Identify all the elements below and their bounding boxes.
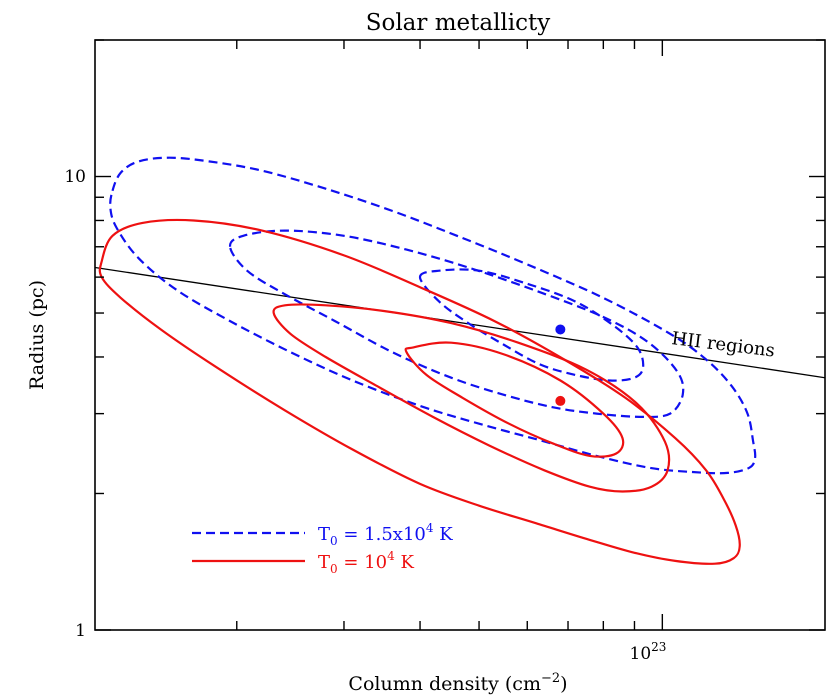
blue-contour-1 [109,156,757,475]
legend-red-text: = 10 [338,552,387,573]
y-axis-label: Radius (pc) [26,280,48,390]
legend-red-sub: 0 [330,562,338,576]
legend-label-red: T0 = 104 K [318,549,414,576]
blue-best-fit-point [555,324,566,335]
y-tick-label-10: 10 [64,167,86,187]
legend-red-unit: K [395,552,415,573]
plot-area [95,156,825,565]
plot-frame [94,39,826,631]
legend-label-blue: T0 = 1.5x104 K [318,521,453,548]
blue-contour-3 [418,268,645,382]
legend-blue-text: = 1.5x10 [338,524,426,545]
chart-title: Solar metallicty [366,10,551,36]
red-contour-2 [272,303,671,493]
x-tick-mantissa: 10 [630,644,652,664]
legend-blue-t: T [318,524,330,545]
legend-red-t: T [318,552,330,573]
y-tick-label-1: 1 [75,621,86,641]
x-axis-label-text: Column density (cm [348,673,541,695]
legend-blue-exp: 4 [426,521,434,535]
red-best-fit-point [555,395,566,406]
legend: T0 = 1.5x104 K T0 = 104 K [192,521,453,576]
legend-red-exp: 4 [387,549,395,563]
x-tick-exponent: 23 [651,640,666,654]
hii-regions-line [95,266,825,379]
x-axis-label-exponent: −2 [541,671,560,686]
legend-blue-sub: 0 [330,534,338,548]
legend-blue-unit: K [434,524,454,545]
axis-ticks [95,39,825,631]
x-axis-label-close: ) [560,673,567,695]
blue-contour-2 [228,229,685,419]
red-contour-3 [404,341,625,458]
red-contour-1 [98,218,741,565]
x-axis-label: Column density (cm−2) [348,671,567,695]
x-tick-label-1e23: 1023 [630,640,667,664]
